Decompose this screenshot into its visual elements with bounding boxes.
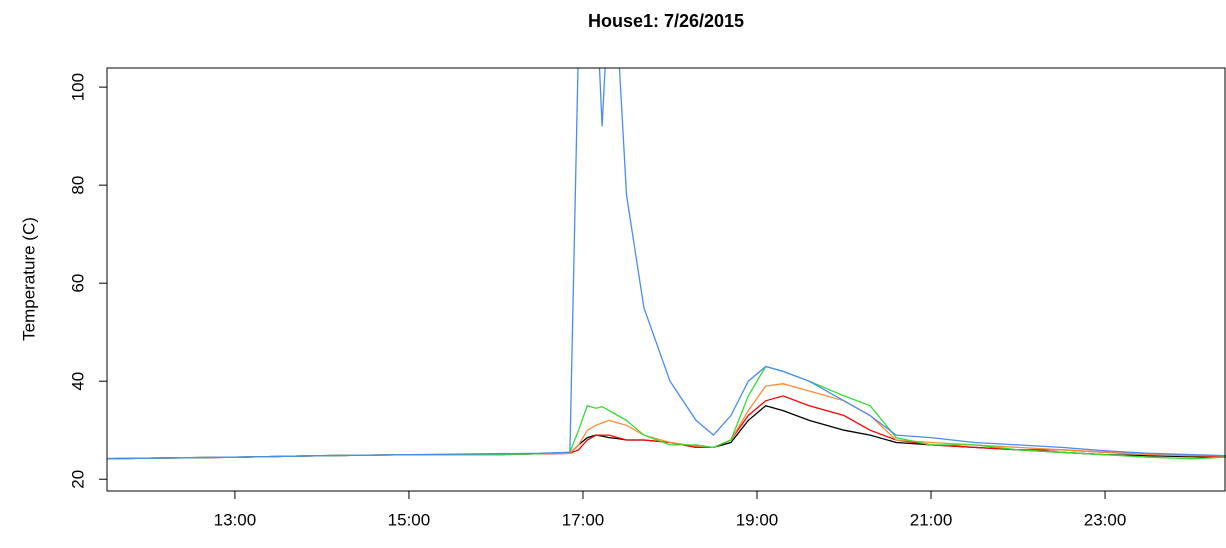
x-tick-label: 21:00 xyxy=(910,510,953,529)
chart-title: House1: 7/26/2015 xyxy=(588,11,744,31)
y-axis-label: Temperature (C) xyxy=(19,217,38,341)
x-tick-label: 17:00 xyxy=(562,510,605,529)
x-tick-label: 13:00 xyxy=(214,510,257,529)
x-tick-label: 19:00 xyxy=(736,510,779,529)
y-tick-label: 20 xyxy=(68,470,87,489)
plot-box xyxy=(106,67,1226,492)
series-line xyxy=(107,68,1226,460)
x-tick-label: 15:00 xyxy=(388,510,431,529)
y-tick-label: 60 xyxy=(68,274,87,293)
y-tick-label: 40 xyxy=(68,372,87,391)
series-line xyxy=(107,404,1226,460)
plot-area xyxy=(107,68,1226,460)
x-tick-label: 23:00 xyxy=(1084,510,1127,529)
series-line xyxy=(107,365,1226,460)
y-tick-label: 80 xyxy=(68,176,87,195)
y-tick-label: 100 xyxy=(68,73,87,101)
